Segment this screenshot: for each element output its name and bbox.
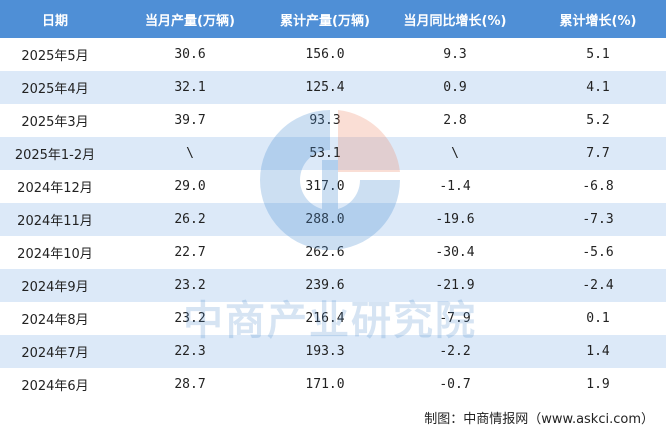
table-cell: 39.7 <box>174 113 206 128</box>
column-header: 累计增长(%) <box>530 0 666 38</box>
table-cell: 193.3 <box>270 335 380 368</box>
column-header: 当月同比增长(%) <box>380 0 530 38</box>
column-header: 当月产量(万辆) <box>110 0 270 38</box>
table-cell: 26.2 <box>110 203 270 236</box>
table-cell: 2024年11月 <box>0 203 110 236</box>
data-table: 日期 当月产量(万辆) 累计产量(万辆) 当月同比增长(%) 累计增长(%) 2025年… <box>0 0 666 401</box>
table-cell: 5.1 <box>586 47 610 62</box>
table-row: 2024年9月 23.2 239.6 -21.9 -2.4 <box>0 269 666 302</box>
table-cell: -19.6 <box>380 203 530 236</box>
table-cell: -2.2 <box>380 335 530 368</box>
table-cell: -21.9 <box>380 269 530 302</box>
header-row: 日期 当月产量(万辆) 累计产量(万辆) 当月同比增长(%) 累计增长(%) <box>0 0 666 38</box>
table-cell: 22.3 <box>110 335 270 368</box>
table-cell: 2024年6月 <box>21 379 89 394</box>
table-cell: 2024年8月 <box>21 313 89 328</box>
table-row: 2024年10月 22.7 262.6 -30.4 -5.6 <box>0 236 666 269</box>
table-row: 2025年3月 39.7 93.3 2.8 5.2 <box>0 104 666 137</box>
table-cell: 2.8 <box>443 113 467 128</box>
table-row: 2024年12月 29.0 317.0 -1.4 -6.8 <box>0 170 666 203</box>
table-cell: 32.1 <box>110 71 270 104</box>
table-cell: 30.6 <box>174 47 206 62</box>
table-cell: 171.0 <box>305 377 345 392</box>
table-cell: 317.0 <box>305 179 345 194</box>
table-cell: -7.9 <box>439 311 471 326</box>
table-cell: 5.2 <box>586 113 610 128</box>
table-cell: 2024年10月 <box>17 247 93 262</box>
table-cell: 156.0 <box>305 47 345 62</box>
table-cell: 7.7 <box>530 137 666 170</box>
table-row: 2024年7月 22.3 193.3 -2.2 1.4 <box>0 335 666 368</box>
table-cell: 2025年5月 <box>21 49 89 64</box>
table-cell: 4.1 <box>530 71 666 104</box>
table-cell: 216.4 <box>305 311 345 326</box>
table-cell: 29.0 <box>174 179 206 194</box>
table-row: 2025年5月 30.6 156.0 9.3 5.1 <box>0 38 666 71</box>
table-row: 2024年8月 23.2 216.4 -7.9 0.1 <box>0 302 666 335</box>
table-cell: 262.6 <box>305 245 345 260</box>
table-cell: -6.8 <box>582 179 614 194</box>
table-row: 2024年11月 26.2 288.0 -19.6 -7.3 <box>0 203 666 236</box>
table-cell: 23.2 <box>174 311 206 326</box>
table-cell: 0.1 <box>586 311 610 326</box>
table-cell: -2.4 <box>530 269 666 302</box>
table-cell: 288.0 <box>270 203 380 236</box>
table-cell: -30.4 <box>435 245 475 260</box>
table-row: 2025年1-2月 \ 53.1 \ 7.7 <box>0 137 666 170</box>
table-cell: 53.1 <box>270 137 380 170</box>
table-cell: 2025年1-2月 <box>0 137 110 170</box>
column-header: 累计产量(万辆) <box>270 0 380 38</box>
table-cell: \ <box>110 137 270 170</box>
table-cell: \ <box>380 137 530 170</box>
table-body: 2025年5月 30.6 156.0 9.3 5.1 2025年4月 32.1 125.4 0.… <box>0 38 666 401</box>
table-cell: -7.3 <box>530 203 666 236</box>
table-cell: 0.9 <box>380 71 530 104</box>
table-cell: 1.9 <box>586 377 610 392</box>
source-note: 制图：中商情报网（www.askci.com） <box>424 412 654 427</box>
table-cell: 9.3 <box>443 47 467 62</box>
table-cell: -0.7 <box>439 377 471 392</box>
table-cell: 125.4 <box>270 71 380 104</box>
table-cell: 28.7 <box>174 377 206 392</box>
table-cell: -5.6 <box>582 245 614 260</box>
table-cell: 2024年7月 <box>0 335 110 368</box>
column-header: 日期 <box>0 0 110 38</box>
table-cell: 2025年4月 <box>0 71 110 104</box>
table-cell: 1.4 <box>530 335 666 368</box>
table-cell: -1.4 <box>439 179 471 194</box>
table-cell: 93.3 <box>309 113 341 128</box>
table-cell: 2024年9月 <box>0 269 110 302</box>
table-row: 2024年6月 28.7 171.0 -0.7 1.9 <box>0 368 666 401</box>
table-cell: 22.7 <box>174 245 206 260</box>
table-row: 2025年4月 32.1 125.4 0.9 4.1 <box>0 71 666 104</box>
table-cell: 23.2 <box>110 269 270 302</box>
table-cell: 2025年3月 <box>21 115 89 130</box>
table-cell: 239.6 <box>270 269 380 302</box>
table-cell: 2024年12月 <box>17 181 93 196</box>
